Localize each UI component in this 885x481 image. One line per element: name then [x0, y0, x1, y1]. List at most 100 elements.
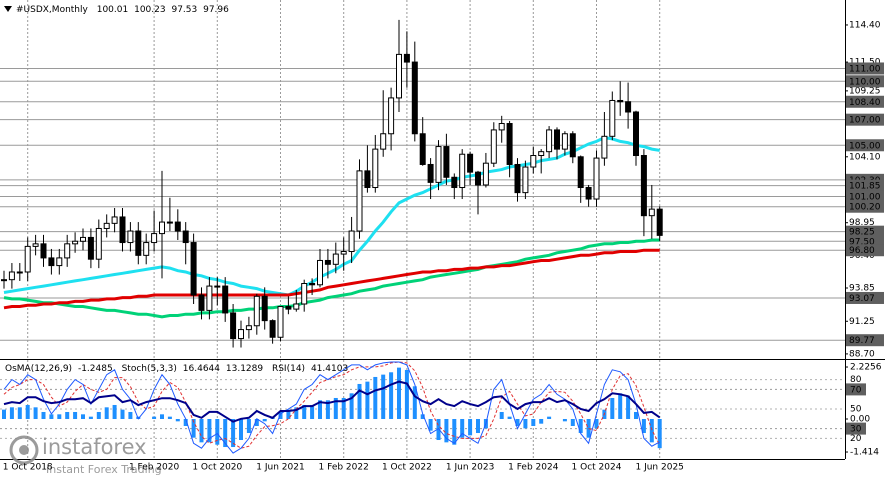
osma-bar	[167, 416, 172, 419]
level-box	[846, 225, 884, 238]
candle-body	[514, 163, 521, 194]
y-tick-label: 2.2256	[850, 363, 882, 373]
y2-tick-label: 50	[850, 405, 862, 415]
indicator-header: OsMA(12,26,9) -1.2485 Stoch(5,3,3) 16.46…	[5, 364, 348, 374]
level-label: 101.85	[849, 182, 881, 192]
level-label: 101.00	[849, 192, 881, 202]
osma-value: -1.2485	[78, 364, 113, 374]
osma-bar	[2, 409, 6, 419]
candle-body	[72, 240, 79, 245]
osma-bar	[278, 411, 283, 419]
logo-core	[19, 445, 29, 455]
osma-bar	[460, 418, 465, 438]
candle-body	[95, 227, 102, 260]
candle-body	[554, 129, 560, 150]
osma-bar	[499, 411, 504, 419]
level-label: 110.00	[849, 77, 881, 87]
level-box	[846, 62, 884, 75]
osma-bar	[254, 418, 259, 427]
osma-bar	[96, 411, 101, 419]
candle-body	[8, 271, 15, 281]
level-label: 98.25	[849, 228, 875, 238]
candle-body	[427, 163, 434, 183]
osma-bar	[88, 416, 93, 419]
moving-average	[3, 238, 660, 319]
level-label: 96.80	[849, 246, 875, 256]
candle-body	[601, 135, 608, 159]
indicator-line	[3, 361, 660, 454]
osma-bar	[25, 404, 30, 419]
osma-bar	[341, 397, 346, 419]
y-tick-label: 98.95	[849, 218, 875, 228]
candle-body	[48, 257, 55, 267]
osma-bar	[381, 374, 386, 419]
candle-body	[64, 243, 71, 259]
candle-body	[340, 251, 347, 255]
candle-body	[577, 156, 584, 189]
osma-bar	[318, 400, 322, 419]
candle-body	[40, 243, 47, 259]
candle-body	[356, 170, 363, 232]
candle-body	[332, 253, 339, 265]
osma-bar	[357, 383, 362, 419]
osma-bar	[33, 407, 38, 419]
osma-bar	[452, 418, 457, 445]
y2-tick-label: 80	[850, 375, 862, 385]
candle-body	[609, 99, 616, 137]
candle-body	[324, 259, 331, 265]
rsi-value: 41.4103	[311, 364, 348, 374]
logo-ring	[9, 435, 39, 465]
candle-body	[640, 155, 647, 217]
candle-body	[546, 129, 553, 153]
osma-bar	[104, 407, 109, 419]
level-box	[846, 190, 884, 203]
osma-bar	[294, 407, 299, 419]
candle-body	[56, 257, 63, 267]
x-tick-label: 1 Feb 2024	[508, 463, 559, 473]
osma-bar	[539, 418, 544, 424]
candle-body	[222, 285, 229, 314]
watermark: instaforex Instant Forex Trading	[9, 435, 162, 476]
osma-bar	[547, 416, 552, 419]
candle-body	[396, 53, 402, 99]
level-box	[846, 244, 884, 257]
osma-name: OsMA(12,26,9)	[5, 364, 72, 374]
osma-bar	[389, 372, 394, 419]
x-tick-label: 1 Feb 2020	[129, 463, 180, 473]
osma-bar	[657, 418, 662, 449]
candle-body	[103, 222, 110, 229]
osma-bar	[73, 411, 78, 419]
candle-body	[617, 99, 624, 103]
candle-body	[467, 153, 474, 173]
candle-body	[451, 176, 458, 189]
osma-bar	[594, 418, 599, 429]
osma-bar	[286, 409, 291, 419]
x-tick-label: 1 Jun 2023	[446, 463, 494, 473]
candle-body	[127, 230, 134, 244]
plot-layer	[0, 0, 845, 459]
osma-bar	[41, 411, 46, 419]
level-label: 108.40	[849, 98, 881, 108]
candle-body	[182, 230, 189, 244]
stoch-signal-value: 13.1289	[226, 364, 263, 374]
candle-body	[151, 233, 158, 244]
chart-header: #USDX,Monthly 100.01 100.23 97.53 97.96	[16, 5, 229, 15]
candle-body	[569, 133, 576, 158]
level-label: 100.20	[849, 203, 881, 213]
stoch-name: Stoch(5,3,3)	[122, 364, 177, 374]
candle-body	[238, 329, 244, 340]
open-value: 100.01	[97, 5, 129, 15]
candle-body	[435, 146, 442, 183]
candle-body	[135, 230, 142, 256]
osma-bar	[191, 418, 196, 438]
level-label: 105.00	[849, 141, 881, 151]
osma-bar	[81, 414, 85, 419]
candle-body	[293, 303, 300, 310]
y2-tick-label: 20	[850, 434, 862, 444]
osma-bar	[634, 411, 638, 419]
moving-average	[3, 248, 660, 310]
x-tick-label: 1 Oct 2024	[572, 463, 622, 473]
candle-body	[348, 230, 355, 253]
